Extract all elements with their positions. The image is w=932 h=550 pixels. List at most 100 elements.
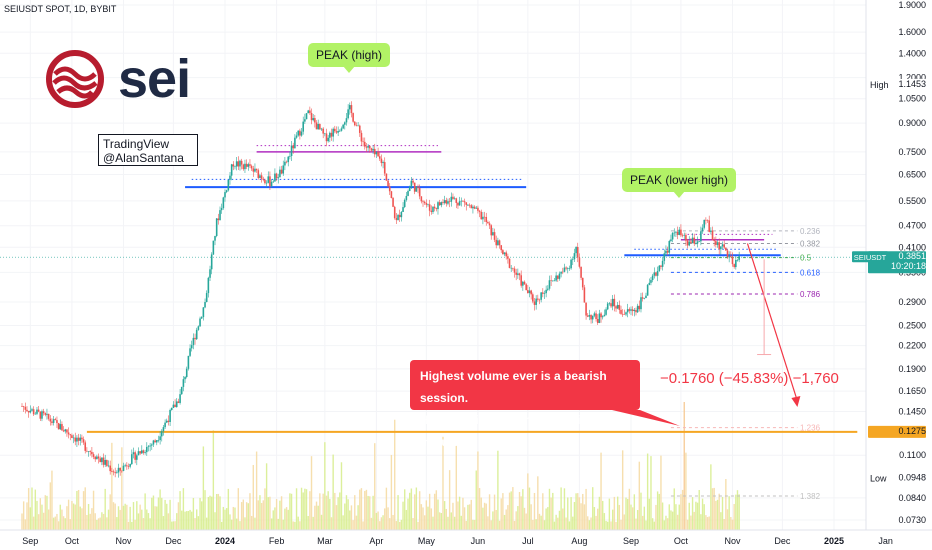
- candle-body: [164, 422, 166, 428]
- candle-body: [676, 231, 679, 235]
- volume-bar: [136, 501, 138, 530]
- candle-body: [222, 197, 225, 209]
- volume-bar: [96, 519, 98, 530]
- candle-body: [87, 451, 90, 452]
- volume-bar: [227, 488, 230, 530]
- candle: [433, 203, 436, 212]
- candle: [660, 264, 662, 270]
- volume-bar: [720, 512, 722, 530]
- volume-bar: [224, 509, 226, 530]
- volume-bar: [245, 502, 248, 530]
- candle: [205, 290, 208, 303]
- candle: [618, 300, 621, 314]
- candle-body: [598, 313, 601, 323]
- candle: [635, 307, 637, 316]
- candle-body: [342, 124, 344, 129]
- candle: [668, 239, 671, 256]
- volume-bar: [725, 479, 727, 530]
- candle-body: [152, 440, 155, 445]
- time-tick-label: Oct: [65, 536, 80, 546]
- candle-body: [272, 181, 275, 183]
- volume-bar: [405, 509, 408, 530]
- candle-body: [696, 241, 699, 244]
- volume-bar: [721, 496, 724, 530]
- volume-bar: [389, 518, 391, 530]
- volume-bar: [615, 521, 617, 530]
- candle-body: [551, 280, 554, 282]
- candle-body: [52, 419, 55, 423]
- candle-body: [661, 260, 664, 267]
- volume-bar: [718, 493, 720, 530]
- candle-body: [422, 201, 424, 202]
- candle-body: [353, 121, 356, 126]
- volume-bar: [325, 495, 328, 530]
- candle-body: [91, 451, 93, 455]
- volume-bar: [350, 505, 353, 530]
- candle: [706, 219, 709, 223]
- volume-bar: [379, 521, 381, 530]
- volume-bar: [655, 504, 657, 530]
- volume-bar: [132, 502, 135, 530]
- volume-bar: [412, 518, 414, 530]
- candle-body: [109, 465, 111, 472]
- candle-body: [550, 280, 552, 281]
- candle-body: [292, 145, 295, 149]
- candle-body: [425, 203, 428, 205]
- candle: [730, 251, 732, 258]
- candle: [327, 134, 329, 143]
- candle-body: [698, 241, 701, 242]
- volume-bar: [46, 495, 48, 530]
- volume-bar: [259, 495, 261, 530]
- volume-bar: [470, 499, 472, 530]
- candle-body: [468, 204, 471, 206]
- candle: [272, 179, 275, 183]
- volume-bar: [736, 490, 739, 530]
- volume-bar: [478, 488, 481, 530]
- candle-body: [433, 206, 436, 209]
- candle: [132, 447, 135, 459]
- price-axis[interactable]: 1.9000 1.6000 1.4000 1.2000 1.0500 0.9000 0.75…: [852, 0, 932, 550]
- candle-body: [54, 419, 57, 421]
- candle: [44, 412, 47, 417]
- candle: [473, 205, 476, 210]
- candle-body: [324, 133, 326, 135]
- candle: [390, 190, 393, 199]
- candle: [217, 213, 220, 225]
- candle-body: [129, 464, 131, 467]
- candle-body: [453, 198, 456, 200]
- price-tick-label: 0.1100: [899, 450, 926, 460]
- candle-body: [284, 161, 286, 166]
- volume-bar: [572, 516, 574, 530]
- candle-body: [458, 201, 461, 206]
- candle: [367, 144, 369, 152]
- candle: [603, 309, 606, 317]
- candle-body: [520, 275, 522, 286]
- candle: [623, 309, 626, 315]
- candle-body: [254, 168, 256, 172]
- volume-bar: [102, 513, 105, 530]
- candle: [220, 203, 223, 214]
- bearish-arrow-head-icon: [791, 396, 801, 408]
- volume-bar: [603, 513, 606, 530]
- volume-bar: [680, 494, 682, 530]
- candle-body: [570, 259, 572, 269]
- candle-body: [290, 145, 293, 156]
- candle-body: [467, 204, 469, 206]
- volume-bar: [522, 489, 524, 530]
- volume-bar: [701, 498, 704, 530]
- candle-body: [260, 175, 263, 179]
- volume-bar: [731, 519, 734, 530]
- time-axis[interactable]: Sep Oct Nov Dec 2024 Feb Mar Apr May Jun Jul Aug Sep…: [0, 529, 932, 546]
- volume-bar: [665, 515, 667, 530]
- volume-bar: [535, 519, 537, 530]
- volume-bar: [487, 516, 489, 530]
- volume-bar: [428, 493, 431, 530]
- candle: [458, 196, 461, 206]
- candle: [114, 467, 116, 478]
- candle: [280, 165, 283, 175]
- candle-body: [141, 450, 143, 454]
- candle-body: [548, 280, 551, 289]
- candle: [86, 447, 88, 453]
- candle-body: [710, 230, 712, 232]
